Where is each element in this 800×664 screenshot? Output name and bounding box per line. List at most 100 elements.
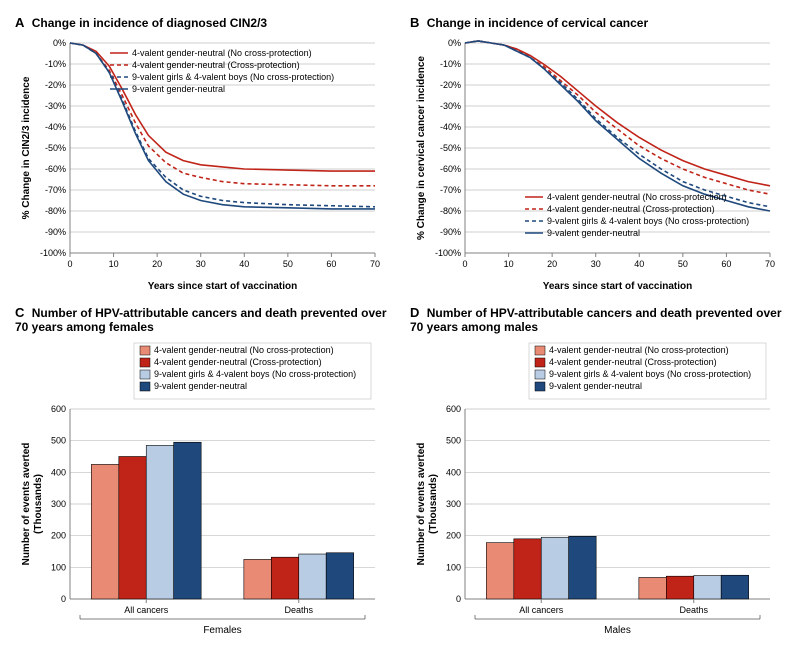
svg-text:0: 0 — [456, 594, 461, 604]
svg-text:Number of events averted: Number of events averted — [21, 442, 32, 565]
svg-text:4-valent gender-neutral (Cross: 4-valent gender-neutral (Cross-protectio… — [547, 204, 715, 214]
svg-text:60: 60 — [721, 259, 731, 269]
panel-b-letter: B — [410, 15, 419, 30]
chart-d: 0 100 200 300 400 500 600 Number of events aver… — [410, 339, 780, 649]
svg-text:-40%: -40% — [440, 122, 461, 132]
svg-text:50: 50 — [678, 259, 688, 269]
svg-text:-70%: -70% — [45, 185, 66, 195]
svg-text:-100%: -100% — [40, 248, 66, 258]
figure-grid: A Change in incidence of diagnosed CIN2/… — [15, 15, 785, 649]
panel-d: D Number of HPV-attributable cancers and… — [410, 305, 785, 649]
svg-text:-60%: -60% — [45, 164, 66, 174]
svg-text:600: 600 — [446, 404, 461, 414]
panel-c-title: C Number of HPV-attributable cancers and… — [15, 305, 390, 335]
svg-text:500: 500 — [446, 435, 461, 445]
svg-text:Years since start of vaccinati: Years since start of vaccination — [148, 281, 298, 292]
svg-text:-90%: -90% — [440, 227, 461, 237]
svg-text:All cancers: All cancers — [519, 605, 564, 615]
svg-text:-40%: -40% — [45, 122, 66, 132]
svg-text:-30%: -30% — [45, 101, 66, 111]
svg-text:4-valent gender-neutral (Cross: 4-valent gender-neutral (Cross-protectio… — [549, 357, 717, 367]
svg-text:Deaths: Deaths — [284, 605, 313, 615]
svg-text:70: 70 — [370, 259, 380, 269]
svg-text:10: 10 — [109, 259, 119, 269]
svg-text:-10%: -10% — [440, 59, 461, 69]
svg-text:4-valent gender-neutral (No cr: 4-valent gender-neutral (No cross-protec… — [547, 192, 727, 202]
svg-text:0: 0 — [67, 259, 72, 269]
panel-a-title-text: Change in incidence of diagnosed CIN2/3 — [32, 16, 267, 30]
svg-text:4-valent gender-neutral (No cr: 4-valent gender-neutral (No cross-protec… — [549, 345, 729, 355]
svg-text:Number of events averted: Number of events averted — [416, 442, 427, 565]
svg-text:70: 70 — [765, 259, 775, 269]
svg-text:300: 300 — [51, 499, 66, 509]
panel-a-letter: A — [15, 15, 24, 30]
svg-text:All cancers: All cancers — [124, 605, 169, 615]
svg-text:-10%: -10% — [45, 59, 66, 69]
svg-text:-70%: -70% — [440, 185, 461, 195]
svg-text:-100%: -100% — [435, 248, 461, 258]
panel-b-title: B Change in incidence of cervical cancer — [410, 15, 785, 31]
svg-text:-90%: -90% — [45, 227, 66, 237]
panel-a: A Change in incidence of diagnosed CIN2/… — [15, 15, 390, 295]
chart-c: 0 100 200 300 400 500 600 Number of events aver… — [15, 339, 385, 649]
svg-text:9-valent gender-neutral: 9-valent gender-neutral — [132, 84, 225, 94]
svg-text:200: 200 — [51, 530, 66, 540]
svg-text:-50%: -50% — [45, 143, 66, 153]
svg-text:(Thousands): (Thousands) — [33, 474, 44, 534]
svg-text:4-valent gender-neutral (No cr: 4-valent gender-neutral (No cross-protec… — [154, 345, 334, 355]
svg-text:0%: 0% — [448, 38, 461, 48]
svg-text:30: 30 — [196, 259, 206, 269]
svg-text:-20%: -20% — [45, 80, 66, 90]
svg-text:400: 400 — [446, 467, 461, 477]
svg-text:600: 600 — [51, 404, 66, 414]
svg-text:300: 300 — [446, 499, 461, 509]
svg-text:60: 60 — [326, 259, 336, 269]
svg-text:-50%: -50% — [440, 143, 461, 153]
svg-text:4-valent gender-neutral (No cr: 4-valent gender-neutral (No cross-protec… — [132, 48, 312, 58]
svg-text:-80%: -80% — [45, 206, 66, 216]
svg-text:9-valent gender-neutral: 9-valent gender-neutral — [549, 381, 642, 391]
svg-text:500: 500 — [51, 435, 66, 445]
chart-b: -100% -90% -80% -70% -60% -50% -40% -30% -20% -10… — [410, 35, 780, 295]
panel-d-letter: D — [410, 305, 419, 320]
svg-text:-20%: -20% — [440, 80, 461, 90]
svg-text:100: 100 — [446, 562, 461, 572]
svg-text:0: 0 — [61, 594, 66, 604]
svg-text:20: 20 — [547, 259, 557, 269]
svg-text:200: 200 — [446, 530, 461, 540]
svg-text:9-valent girls & 4-valent boys: 9-valent girls & 4-valent boys (No cross… — [154, 369, 356, 379]
svg-text:40: 40 — [634, 259, 644, 269]
svg-text:9-valent girls & 4-valent boys: 9-valent girls & 4-valent boys (No cross… — [547, 216, 749, 226]
svg-text:100: 100 — [51, 562, 66, 572]
svg-text:-30%: -30% — [440, 101, 461, 111]
panel-c-letter: C — [15, 305, 24, 320]
svg-text:20: 20 — [152, 259, 162, 269]
svg-text:0: 0 — [462, 259, 467, 269]
svg-text:4-valent gender-neutral (Cross: 4-valent gender-neutral (Cross-protectio… — [154, 357, 322, 367]
svg-text:9-valent gender-neutral: 9-valent gender-neutral — [547, 228, 640, 238]
svg-text:50: 50 — [283, 259, 293, 269]
panel-b-title-text: Change in incidence of cervical cancer — [427, 16, 648, 30]
svg-text:(Thousands): (Thousands) — [428, 474, 439, 534]
svg-text:0%: 0% — [53, 38, 66, 48]
svg-text:Males: Males — [604, 625, 631, 636]
svg-text:% Change in CIN2/3 incidence: % Change in CIN2/3 incidence — [21, 76, 32, 219]
panel-d-title: D Number of HPV-attributable cancers and… — [410, 305, 785, 335]
svg-text:10: 10 — [504, 259, 514, 269]
svg-text:-60%: -60% — [440, 164, 461, 174]
panel-c: C Number of HPV-attributable cancers and… — [15, 305, 390, 649]
svg-text:4-valent gender-neutral (Cross: 4-valent gender-neutral (Cross-protectio… — [132, 60, 300, 70]
svg-text:400: 400 — [51, 467, 66, 477]
chart-a: -100% -90% -80% -70% -60% -50% -40% -30% -20% -10… — [15, 35, 385, 295]
svg-text:9-valent girls & 4-valent boys: 9-valent girls & 4-valent boys (No cross… — [549, 369, 751, 379]
panel-a-title: A Change in incidence of diagnosed CIN2/… — [15, 15, 390, 31]
svg-text:9-valent gender-neutral: 9-valent gender-neutral — [154, 381, 247, 391]
svg-text:-80%: -80% — [440, 206, 461, 216]
panel-c-title-text: Number of HPV-attributable cancers and d… — [15, 306, 387, 335]
svg-text:Years since start of vaccinati: Years since start of vaccination — [543, 281, 693, 292]
svg-text:% Change in cervical cancer in: % Change in cervical cancer incidence — [416, 55, 427, 239]
svg-text:30: 30 — [591, 259, 601, 269]
svg-text:40: 40 — [239, 259, 249, 269]
svg-text:9-valent girls & 4-valent boys: 9-valent girls & 4-valent boys (No cross… — [132, 72, 334, 82]
svg-text:Deaths: Deaths — [679, 605, 708, 615]
